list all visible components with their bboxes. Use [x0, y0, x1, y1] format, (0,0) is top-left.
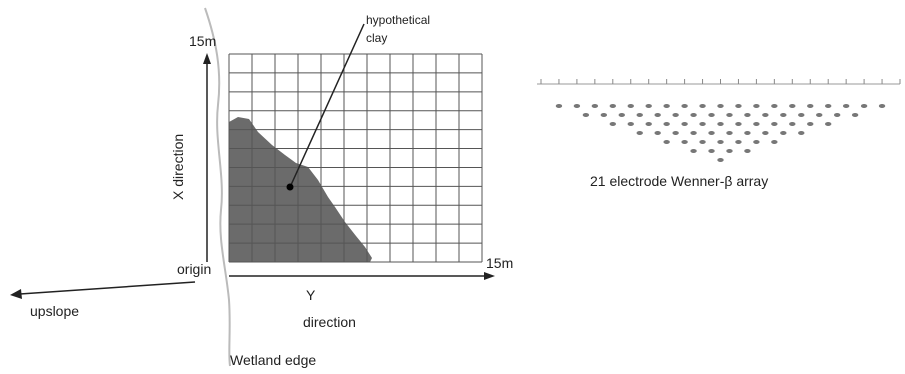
datum-point [735, 122, 742, 126]
datum-point [735, 104, 742, 108]
datum-point [842, 104, 850, 108]
datum-point [708, 149, 715, 153]
datum-point [789, 122, 796, 126]
datum-point [717, 140, 724, 144]
datum-point [699, 104, 706, 108]
y-axis-arrowhead [484, 272, 495, 280]
datum-point [717, 104, 724, 108]
datum-point [609, 104, 616, 108]
datum-point [825, 104, 832, 108]
datum-point [555, 104, 563, 108]
datum-point [582, 113, 590, 117]
x-axis-arrowhead [203, 53, 211, 64]
datum-point [699, 122, 706, 126]
datum-point [681, 122, 688, 126]
clay-pointer-dot [286, 183, 294, 191]
datum-point [663, 140, 670, 144]
datum-point [735, 140, 742, 144]
datum-point [681, 104, 688, 108]
y-axis-label-line1: Y [306, 287, 316, 303]
datum-point [654, 113, 661, 117]
array-label: 21 electrode Wenner-β array [590, 173, 768, 189]
x-max-label: 15m [189, 33, 216, 49]
datum-point [717, 158, 724, 162]
datum-point [744, 113, 751, 117]
datum-point [771, 104, 778, 108]
wetland-edge-line [204, 7, 231, 367]
datum-point [780, 113, 787, 117]
datum-point [600, 113, 608, 117]
datum-point [744, 131, 751, 135]
datum-point [699, 140, 706, 144]
datum-point [663, 122, 670, 126]
wenner-array [537, 79, 901, 162]
datum-point [807, 104, 814, 108]
clay-region [229, 117, 372, 262]
datum-point [753, 122, 760, 126]
datum-point [672, 131, 679, 135]
wetland-label: Wetland edge [230, 352, 316, 368]
datum-point [636, 131, 643, 135]
datum-point [753, 104, 760, 108]
datum-point [771, 140, 778, 144]
datum-point [807, 122, 814, 126]
datum-point [627, 104, 634, 108]
datum-point [789, 104, 796, 108]
datum-point [798, 113, 805, 117]
datum-point [726, 113, 733, 117]
datum-point [708, 131, 715, 135]
datum-point [726, 131, 733, 135]
datum-point [681, 140, 688, 144]
datum-point [762, 131, 769, 135]
datum-point [690, 113, 697, 117]
datum-point [609, 122, 616, 126]
datum-point [636, 113, 643, 117]
datum-point [762, 113, 769, 117]
datum-point [771, 122, 778, 126]
datum-point [780, 131, 787, 135]
datum-point [672, 113, 679, 117]
datum-point [645, 104, 652, 108]
y-max-label: 15m [486, 255, 513, 271]
upslope-arrowhead [10, 289, 22, 299]
datum-point [717, 122, 724, 126]
x-axis-label: X direction [170, 134, 186, 200]
datum-point [851, 113, 859, 117]
datum-point [618, 113, 625, 117]
datum-point [878, 104, 886, 108]
datum-point [654, 131, 661, 135]
datum-point [726, 149, 733, 153]
datum-point [753, 140, 760, 144]
datum-point [825, 122, 832, 126]
clay-pointer-line [290, 23, 365, 186]
datum-point [744, 149, 751, 153]
origin-label: origin [177, 261, 211, 277]
datum-point [833, 113, 841, 117]
y-axis-label-line2: direction [303, 314, 356, 330]
clay-label-line1: hypothetical [366, 13, 430, 27]
upslope-arrow-line [19, 281, 196, 295]
datum-point [573, 104, 581, 108]
upslope-label: upslope [30, 303, 79, 319]
datum-point [816, 113, 823, 117]
datum-point [591, 104, 599, 108]
datum-point [663, 104, 670, 108]
survey-grid [228, 53, 483, 263]
datum-point [690, 131, 697, 135]
datum-point [645, 122, 652, 126]
datum-point [708, 113, 715, 117]
datum-point [798, 131, 805, 135]
clay-label-line2: clay [366, 31, 387, 45]
datum-point [860, 104, 868, 108]
datum-point [690, 149, 697, 153]
datum-point [627, 122, 634, 126]
